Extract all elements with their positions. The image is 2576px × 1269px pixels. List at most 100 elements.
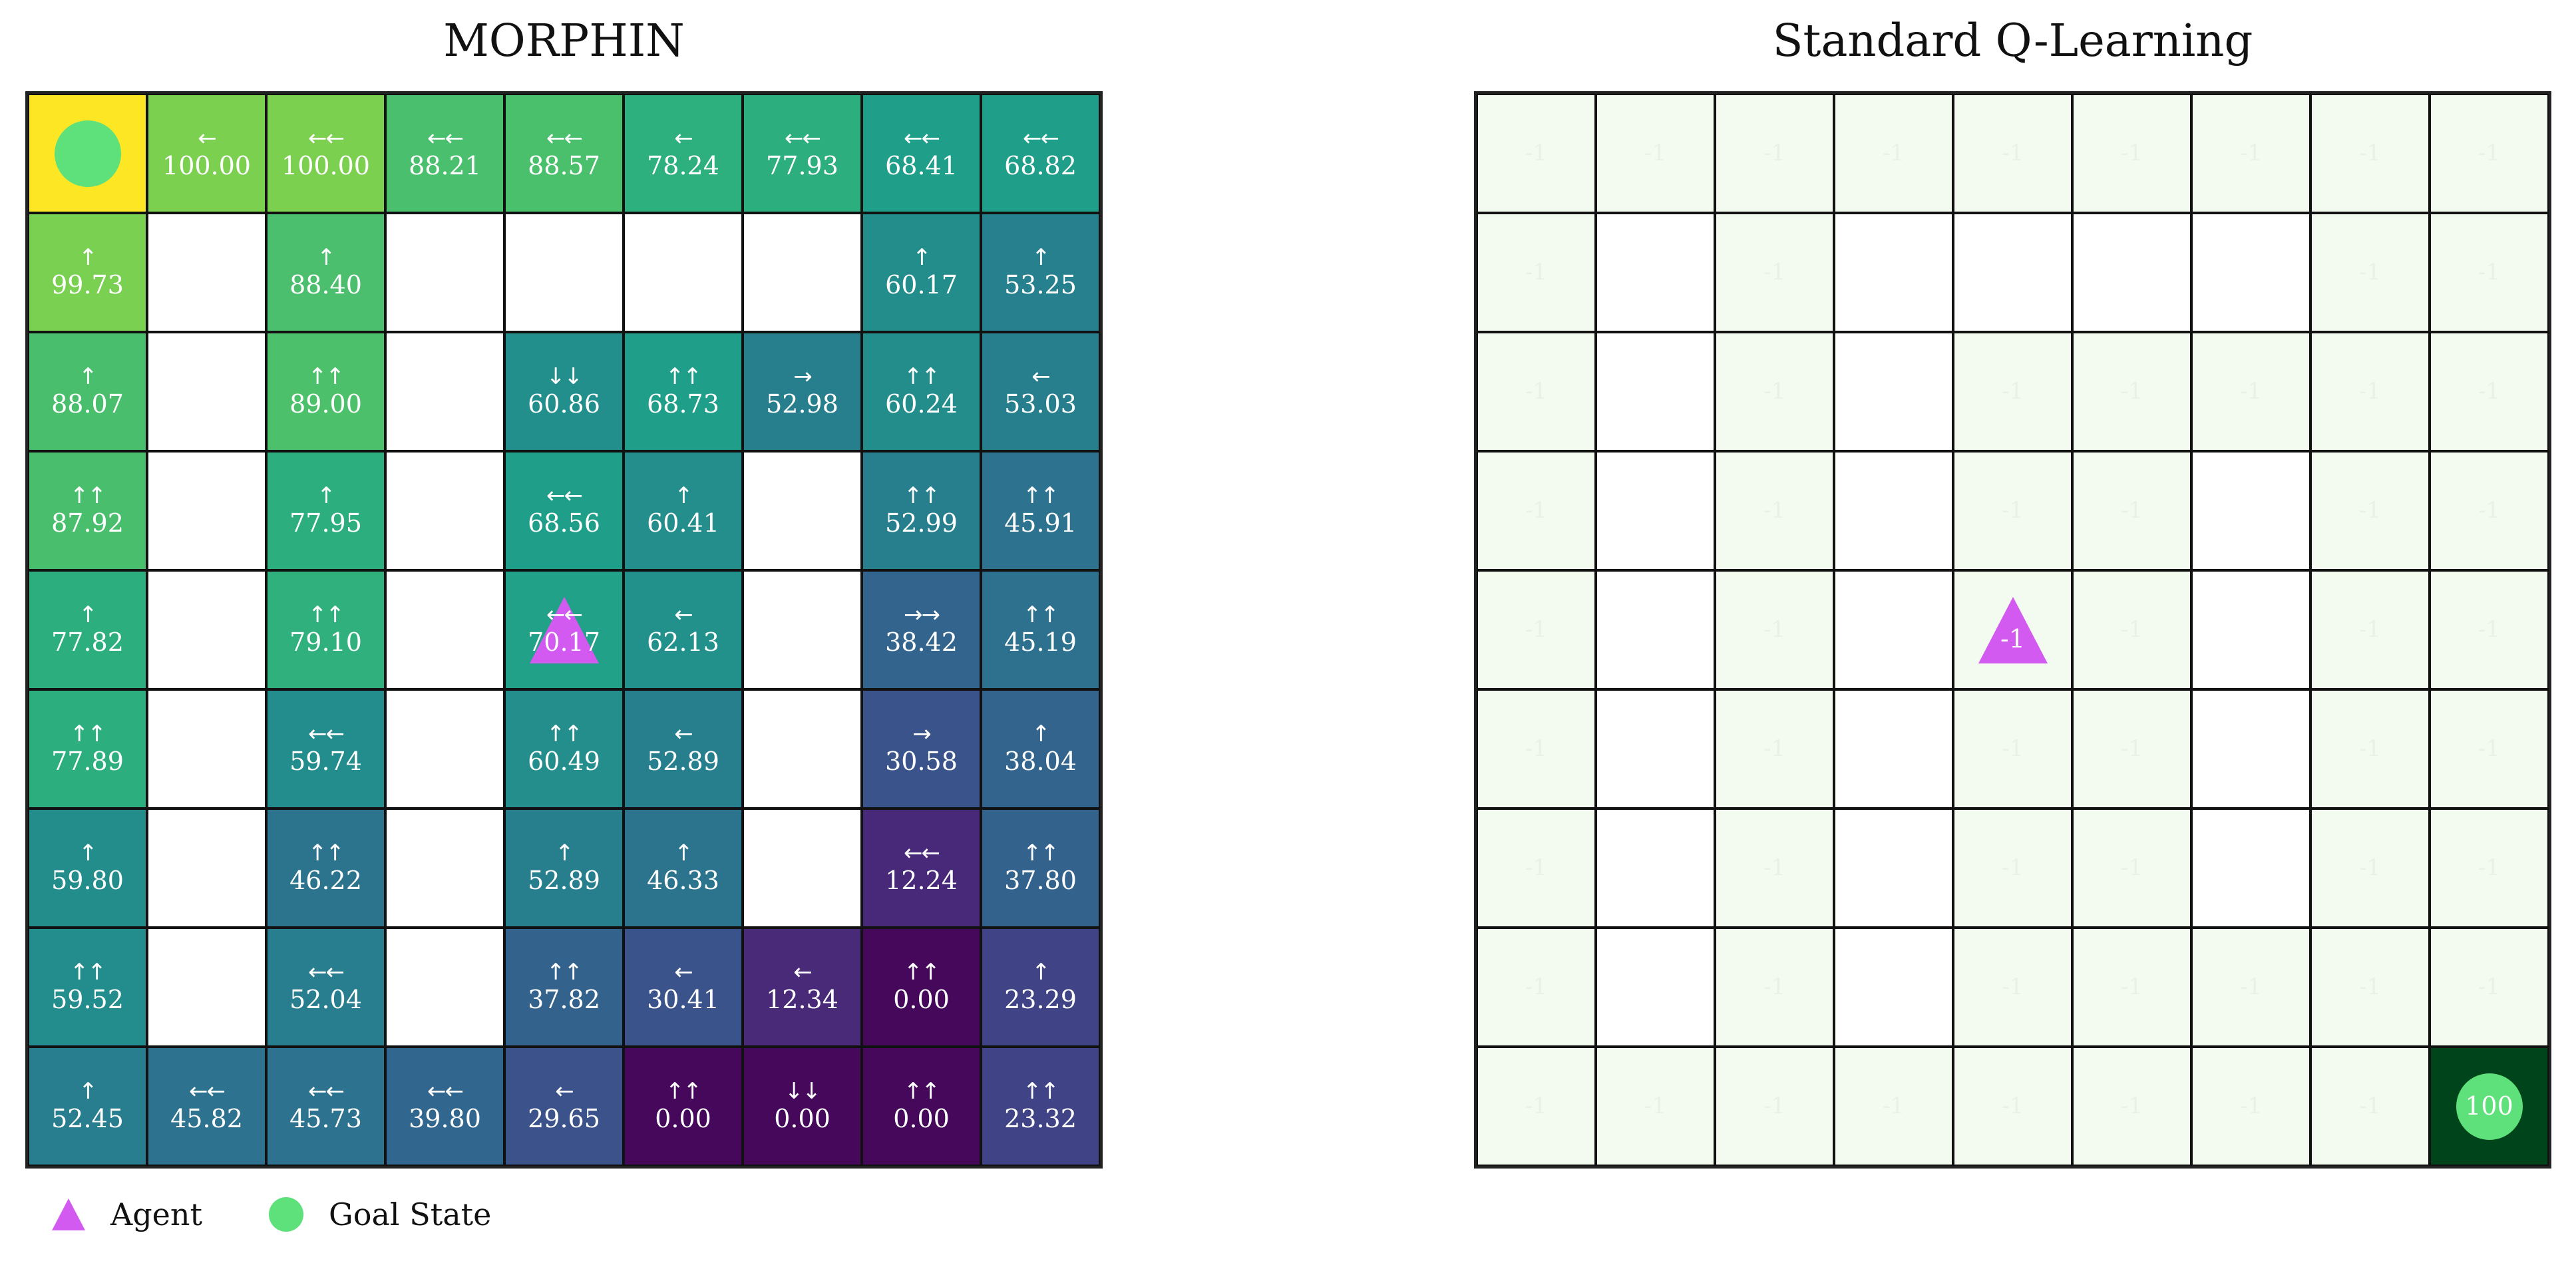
state-cell: ↑ 77.95: [266, 451, 385, 570]
state-value: -1: [2478, 854, 2501, 881]
state-value: 37.82: [528, 985, 600, 1015]
state-value: 30.58: [885, 747, 958, 777]
state-value: -1: [1763, 139, 1786, 166]
wall-cell: [1596, 809, 1715, 928]
policy-arrow: ←: [674, 959, 693, 986]
state-value: -1: [2358, 854, 2382, 881]
state-cell: -1: [1834, 94, 1953, 213]
state-value: -1: [2358, 258, 2382, 285]
policy-arrow: ←←: [904, 125, 940, 152]
state-value: -1: [2239, 139, 2263, 166]
state-value: -1: [2358, 377, 2382, 405]
state-cell: ←← 59.74: [266, 689, 385, 809]
state-cell: ↑ 88.07: [28, 332, 147, 451]
state-value: -1: [2001, 377, 2024, 405]
state-cell: ↑ 77.82: [28, 570, 147, 689]
wall-cell: [385, 689, 504, 809]
state-value: -1: [1525, 496, 1548, 524]
state-cell: -1: [1477, 94, 1596, 213]
policy-arrow: →: [793, 363, 812, 391]
policy-arrow: ↑: [1031, 721, 1050, 748]
state-value: -1: [1763, 258, 1786, 285]
state-value: 39.80: [409, 1104, 481, 1134]
state-cell: -1: [2072, 570, 2191, 689]
wall-cell: [1834, 809, 1953, 928]
state-value: -1: [1525, 258, 1548, 285]
policy-arrow: ↑: [674, 482, 693, 510]
state-cell: -1: [2072, 809, 2191, 928]
state-value: 52.89: [528, 866, 600, 896]
morphin-grid: ← 100.00 ←← 100.00 ←← 88.21 ←← 88.57 ← 78.24 ←← 77.…: [25, 91, 1103, 1169]
policy-arrow: ↑↑: [70, 959, 106, 986]
goal-cell: [28, 94, 147, 213]
state-cell: ↑↑ 45.91: [981, 451, 1100, 570]
state-value: 59.52: [51, 985, 124, 1015]
state-cell: -1: [2072, 689, 2191, 809]
state-cell: -1: [1715, 332, 1834, 451]
policy-arrow: ↑↑: [665, 363, 702, 391]
wall-cell: [1596, 689, 1715, 809]
state-value: 60.86: [528, 389, 600, 419]
policy-arrow: ←←: [546, 602, 583, 629]
state-value: 52.89: [647, 747, 719, 777]
state-value: -1: [2120, 496, 2143, 524]
state-cell: -1: [2430, 928, 2549, 1047]
policy-arrow: ↑: [1031, 244, 1050, 272]
policy-arrow: ↑↑: [70, 721, 106, 748]
state-cell: ←← 68.56: [504, 451, 624, 570]
state-value: -1: [2478, 496, 2501, 524]
state-cell: ↑↑ 0.00: [862, 928, 981, 1047]
state-cell: ↑ 88.40: [266, 213, 385, 332]
policy-arrow: ←←: [189, 1078, 226, 1105]
state-value: -1: [1525, 735, 1548, 762]
state-value: 0.00: [893, 1104, 950, 1134]
state-value: 60.41: [647, 508, 719, 538]
state-value: 59.80: [51, 866, 124, 896]
state-cell: ↑↑ 60.24: [862, 332, 981, 451]
wall-cell: [2191, 451, 2310, 570]
state-value: 89.00: [289, 389, 362, 419]
state-cell: -1: [1477, 928, 1596, 1047]
policy-arrow: ←←: [904, 840, 940, 867]
policy-arrow: ↑↑: [546, 959, 583, 986]
state-cell: -1: [2310, 332, 2430, 451]
wall-cell: [385, 570, 504, 689]
policy-arrow: ↑: [317, 244, 335, 272]
wall-cell: [385, 928, 504, 1047]
state-value: 53.25: [1004, 270, 1077, 300]
state-cell: -1: [1953, 928, 2072, 1047]
wall-cell: [1834, 570, 1953, 689]
state-cell: ←← 52.04: [266, 928, 385, 1047]
state-value: -1: [1882, 1092, 1905, 1119]
state-value: -1: [2239, 1092, 2263, 1119]
wall-cell: [504, 213, 624, 332]
wall-cell: [147, 213, 266, 332]
goal-value: 100: [2465, 1091, 2513, 1121]
state-value: -1: [1763, 616, 1786, 643]
policy-arrow: ↑: [1031, 959, 1050, 986]
state-value: 46.22: [289, 866, 362, 896]
state-cell: ↑↑ 77.89: [28, 689, 147, 809]
state-cell: ↑↑ 37.82: [504, 928, 624, 1047]
state-cell: ↑↑ 87.92: [28, 451, 147, 570]
state-cell: ↑↑ 37.80: [981, 809, 1100, 928]
policy-arrow: ↑: [79, 244, 97, 272]
wall-cell: [1596, 928, 1715, 1047]
state-cell: -1: [1477, 809, 1596, 928]
state-value: -1: [2120, 973, 2143, 1000]
state-value: 45.19: [1004, 628, 1077, 657]
state-cell: ↑ 60.41: [624, 451, 743, 570]
legend: Agent Goal State: [52, 1194, 491, 1234]
state-value: 37.80: [1004, 866, 1077, 896]
state-value: 87.92: [51, 508, 124, 538]
state-value: -1: [2001, 139, 2024, 166]
wall-cell: [147, 809, 266, 928]
policy-arrow: ↑: [79, 363, 97, 391]
state-cell: -1: [2191, 1047, 2310, 1166]
state-value: 23.29: [1004, 985, 1077, 1015]
state-cell: -1: [1953, 332, 2072, 451]
policy-arrow: ←←: [546, 482, 583, 510]
state-value: 100.00: [281, 151, 370, 181]
state-cell: -1: [2310, 94, 2430, 213]
state-cell: ←← 70.17: [504, 570, 624, 689]
